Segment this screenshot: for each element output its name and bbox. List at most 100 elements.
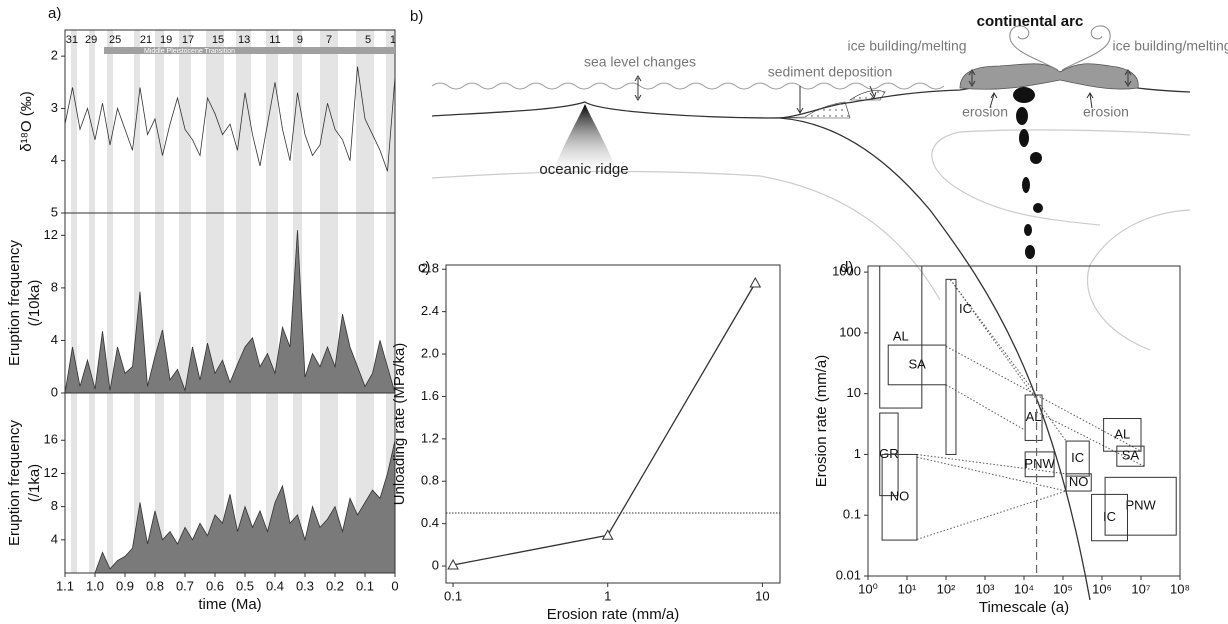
stage-label: 29 xyxy=(85,34,97,46)
box-label: NO xyxy=(1069,474,1089,489)
y-tick-label: 1.2 xyxy=(421,430,439,445)
spiral xyxy=(1061,25,1111,71)
y-axis-label: (/10ka) xyxy=(26,280,43,327)
y-tick-label: 4 xyxy=(51,152,58,167)
ridge xyxy=(550,104,620,180)
stage-label: 25 xyxy=(109,34,121,46)
link xyxy=(945,345,1037,396)
x-axis-label: Erosion rate (mm/a) xyxy=(547,606,680,623)
y-tick-label: 2.4 xyxy=(421,303,439,318)
point xyxy=(749,276,762,288)
arrow xyxy=(869,85,877,100)
stage-label: 5 xyxy=(365,34,371,46)
y-tick-label: 12 xyxy=(44,465,58,480)
box-label: AL xyxy=(893,328,909,343)
magma-blob xyxy=(1016,107,1028,125)
transition-label: Middle Pleistocene Transition xyxy=(144,48,235,55)
y-tick-label: 0 xyxy=(51,384,58,399)
x-tick-label: 0.7 xyxy=(176,578,194,593)
box-label: IC xyxy=(959,301,972,316)
y-tick-label: 1 xyxy=(854,446,861,461)
arc-label: continental arc xyxy=(977,13,1084,30)
ice-label: ice building/melting xyxy=(847,38,966,54)
x-tick-label: 10⁷ xyxy=(1131,581,1150,596)
link xyxy=(1036,394,1142,452)
x-tick-label: 1.1 xyxy=(56,578,74,593)
line xyxy=(64,66,396,172)
ice-cap xyxy=(959,63,1139,90)
sea-surface xyxy=(431,82,945,90)
x-tick-label: 0.4 xyxy=(266,578,284,593)
sediment-wedge xyxy=(759,101,851,119)
panel-label: c) xyxy=(418,259,431,276)
range-box xyxy=(881,453,918,541)
range-box xyxy=(945,278,957,455)
box-label: SA xyxy=(908,356,926,371)
sea-level-label: sea level changes xyxy=(584,54,696,70)
box-label: PNW xyxy=(1125,498,1156,513)
y-tick-label: 12 xyxy=(44,227,58,242)
erosion-label: erosion xyxy=(962,104,1008,120)
range-box xyxy=(1116,445,1145,467)
interglacial-band xyxy=(89,30,95,573)
y-axis-label: (/1ka) xyxy=(26,464,43,502)
x-axis-label: Timescale (a) xyxy=(979,599,1069,616)
y-tick-label: 16 xyxy=(44,432,58,447)
y-tick-label: 10 xyxy=(847,385,861,400)
plot-frame xyxy=(445,264,781,584)
x-tick-label: 10⁵ xyxy=(1053,581,1073,596)
x-tick-label: 0.9 xyxy=(116,578,134,593)
stage-label: 15 xyxy=(212,34,224,46)
box-label: NO xyxy=(890,489,910,504)
line xyxy=(452,282,756,566)
range-box xyxy=(1103,418,1142,452)
x-tick-label: 0 xyxy=(391,578,398,593)
box-label: GR xyxy=(879,446,899,461)
x-tick-label: 0.1 xyxy=(444,588,462,603)
x-tick-label: 10 xyxy=(755,588,769,603)
range-box xyxy=(1091,493,1128,542)
x-tick-label: 10⁰ xyxy=(858,581,878,596)
stage-label: 17 xyxy=(182,34,194,46)
stage-label: 9 xyxy=(297,34,303,46)
stage-label: 11 xyxy=(269,34,280,46)
box-label: SA xyxy=(1122,448,1140,463)
magma-blob xyxy=(1033,203,1043,213)
chart: 0 0.4 0.8 1.2 1.6 2.0 2.4 2.8 0.1 1 10 Erosion rate… xyxy=(391,259,781,623)
x-tick-label: 0.2 xyxy=(326,578,344,593)
y-tick-label: 0.1 xyxy=(843,507,861,522)
range-box xyxy=(1065,473,1092,492)
interglacial-band xyxy=(236,30,251,573)
x-axis-label: time (Ma) xyxy=(198,596,261,613)
interglacial-band xyxy=(107,30,113,573)
link xyxy=(916,453,1067,475)
y-tick-label: 0 xyxy=(432,557,439,572)
arrow xyxy=(968,69,976,87)
range-box xyxy=(1065,440,1090,477)
area-outline xyxy=(65,440,396,574)
x-tick-label: 10⁶ xyxy=(1092,581,1112,596)
interglacial-band xyxy=(71,30,77,573)
magma-blob xyxy=(1013,87,1035,103)
chart: 4 8 12 16 1.1 1.0 0.9 0.8 0.7 0.6 0.5 0.4 0.3 0.2 0.1 0… xyxy=(6,392,399,613)
link xyxy=(950,279,1067,442)
panel-label: d) xyxy=(840,259,853,276)
y-axis-label: Unloading rate (MPa/ka) xyxy=(391,343,408,506)
x-tick-label: 0.6 xyxy=(206,578,224,593)
magma-blob xyxy=(1022,177,1030,193)
spirals xyxy=(1009,25,1111,71)
interglacial-band xyxy=(356,30,374,573)
y-axis-label: Erosion rate (mm/a) xyxy=(813,355,830,488)
stage-label: 7 xyxy=(326,34,332,46)
interglacial-band xyxy=(179,30,191,573)
y-tick-label: 2.0 xyxy=(421,345,439,360)
magma-blob xyxy=(1030,152,1042,164)
y-tick-label: 0.8 xyxy=(421,473,439,488)
magma xyxy=(1013,87,1043,259)
interglacial-band xyxy=(266,30,278,573)
x-tick-label: 10⁸ xyxy=(1170,581,1190,596)
arrow xyxy=(634,75,642,101)
wedge-flow xyxy=(1086,209,1191,351)
stage-label: 21 xyxy=(140,34,152,46)
